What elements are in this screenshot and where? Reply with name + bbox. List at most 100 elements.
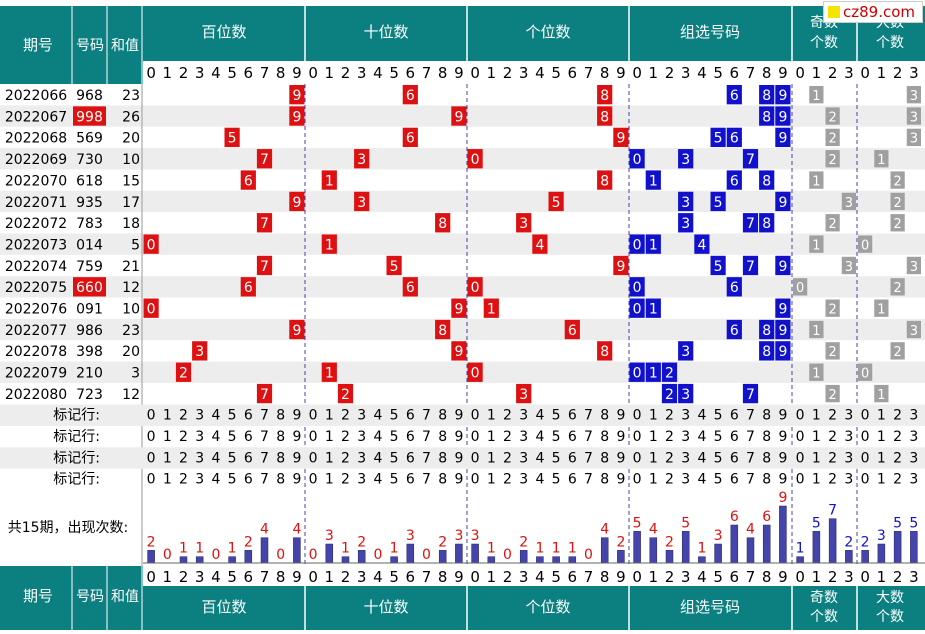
- marker-3-g3-d7: 7: [746, 472, 755, 488]
- row-7-odd-digit: 1: [812, 238, 820, 253]
- row-12-combo-9-mark: [775, 341, 791, 361]
- row-number-11: 986: [76, 323, 103, 339]
- sum-header: 和值: [111, 38, 139, 54]
- marker-3-g2-d7: 7: [584, 472, 593, 488]
- row-8-combo-5-digit: 5: [714, 259, 723, 275]
- stat-g1-bar-5: [390, 556, 398, 564]
- marker-3-g1-d1: 1: [325, 472, 334, 488]
- marker-2-g0-d8: 8: [276, 450, 285, 466]
- footer-group-1: 十位数: [363, 598, 408, 616]
- marker-3-g1-d4: 4: [373, 472, 382, 488]
- top-digit-g1-d6: 6: [406, 64, 416, 82]
- marker-2-g2-d0: 0: [471, 450, 480, 466]
- bottom-digit-g0-d3: 3: [195, 568, 205, 586]
- row-stripe-7: [0, 233, 925, 255]
- top-digit-odd-d3: 3: [844, 64, 854, 82]
- row-stripe-11: [0, 318, 925, 341]
- marker-2-g3-d7: 7: [746, 450, 755, 466]
- row-8-pos1-mark: [386, 255, 402, 276]
- marker-1-g0-d2: 2: [179, 429, 188, 445]
- marker-2-g2-d6: 6: [568, 450, 577, 466]
- bottom-digit-g1-d6: 6: [406, 568, 416, 586]
- marker-1-g1-d9: 9: [454, 429, 463, 445]
- top-digit-g0-d2: 2: [179, 64, 189, 82]
- row-number-highlight-1: [73, 106, 106, 126]
- row-8-big-digit: 3: [910, 260, 918, 275]
- top-digit-g3-d2: 2: [665, 64, 675, 82]
- marker-3-g1-d8: 8: [438, 472, 447, 488]
- site-logo[interactable]: cz89.com: [823, 1, 923, 23]
- marker-0-g3-d8: 8: [762, 408, 771, 424]
- marker-1-g1-d1: 1: [325, 429, 334, 445]
- marker-0-g1-d0: 0: [309, 408, 318, 424]
- bottom-digit-g3-d9: 9: [778, 568, 788, 586]
- row-10-big-digit: 1: [877, 303, 885, 318]
- marker-1-g2-d4: 4: [535, 429, 544, 445]
- top-digit-g0-d1: 1: [163, 64, 173, 82]
- marker-3-g0-d0: 0: [147, 472, 156, 488]
- bottom-digit-g2-d8: 8: [600, 568, 610, 586]
- row-13-pos0-digit: 2: [179, 366, 188, 382]
- row-9-odd-digit: 0: [796, 281, 804, 296]
- row-0-combo-6-digit: 6: [730, 88, 739, 104]
- stat-g1-label-0: 0: [309, 547, 318, 563]
- row-5-combo-5-digit: 5: [714, 195, 723, 211]
- marker-3-g1-d0: 0: [309, 472, 318, 488]
- footer-big-line1: 大数: [876, 590, 904, 606]
- stat-g1-label-8: 2: [438, 534, 447, 550]
- row-0-odd-mark: [809, 86, 824, 104]
- marker-2-g1-d0: 0: [309, 450, 318, 466]
- row-9-pos0-digit: 6: [244, 280, 253, 296]
- stat-g1-label-5: 1: [390, 541, 399, 557]
- row-2-combo-6-mark: [726, 127, 742, 148]
- bottom-digit-odd-d3: 3: [844, 568, 854, 586]
- row-8-combo-7-mark: [742, 255, 759, 276]
- marker-3-odd-d0: 0: [796, 472, 805, 488]
- row-14-pos2-digit: 3: [519, 387, 528, 403]
- bottom-digit-g0-d0: 0: [146, 568, 156, 586]
- row-14-pos1-mark: [337, 383, 354, 404]
- row-8-odd-mark: [841, 256, 856, 275]
- top-digit-g1-d2: 2: [341, 64, 351, 82]
- row-14-pos1-digit: 2: [341, 387, 350, 403]
- row-sum-1: 26: [122, 109, 140, 125]
- row-4-combo-8-mark: [759, 170, 775, 190]
- row-1-big-mark: [906, 107, 921, 125]
- stat-g3-bar-7: [746, 537, 755, 564]
- row-7-pos1-digit: 1: [325, 237, 334, 253]
- marker-3-big-d2: 2: [893, 472, 902, 488]
- row-11-pos0-mark: [289, 319, 305, 340]
- bottom-digit-g1-d5: 5: [389, 568, 399, 586]
- stat-g2-bar-3: [519, 550, 528, 564]
- row-stripe-9: [0, 276, 925, 298]
- row-0-pos2-digit: 8: [600, 88, 609, 104]
- marker-0-big-d2: 2: [893, 408, 902, 424]
- row-13-odd-mark: [809, 363, 824, 381]
- top-digit-odd-d0: 0: [795, 64, 805, 82]
- stat-g1-bar-2: [341, 556, 350, 564]
- stat-g2-label-3: 2: [519, 534, 528, 550]
- row-12-big-mark: [890, 342, 905, 360]
- row-number-5: 935: [76, 195, 103, 211]
- row-4-combo-1-mark: [645, 170, 661, 190]
- marker-2-g0-d4: 4: [211, 450, 220, 466]
- row-period-0: 2022066: [5, 88, 67, 104]
- stat-odd-bar-0: [796, 556, 804, 564]
- row-4-combo-6-digit: 6: [730, 173, 739, 189]
- marker-1-g3-d7: 7: [746, 429, 755, 445]
- stat-g0-bar-9: [293, 537, 301, 564]
- top-digit-g1-d4: 4: [373, 64, 383, 82]
- row-stripe-5: [0, 190, 925, 213]
- top-digit-g2-d2: 2: [503, 64, 513, 82]
- marker-3-g2-d4: 4: [535, 472, 544, 488]
- row-3-combo-3-digit: 3: [681, 152, 690, 168]
- row-5-odd-digit: 3: [845, 196, 853, 211]
- marker-2-big-d1: 1: [877, 450, 886, 466]
- bottom-digit-g1-d9: 9: [454, 568, 464, 586]
- row-sum-2: 20: [122, 131, 140, 147]
- marker-0-g2-d0: 0: [471, 408, 480, 424]
- marker-2-g1-d8: 8: [438, 450, 447, 466]
- row-6-combo-7-digit: 7: [746, 216, 755, 232]
- row-11-pos2-digit: 6: [568, 323, 577, 339]
